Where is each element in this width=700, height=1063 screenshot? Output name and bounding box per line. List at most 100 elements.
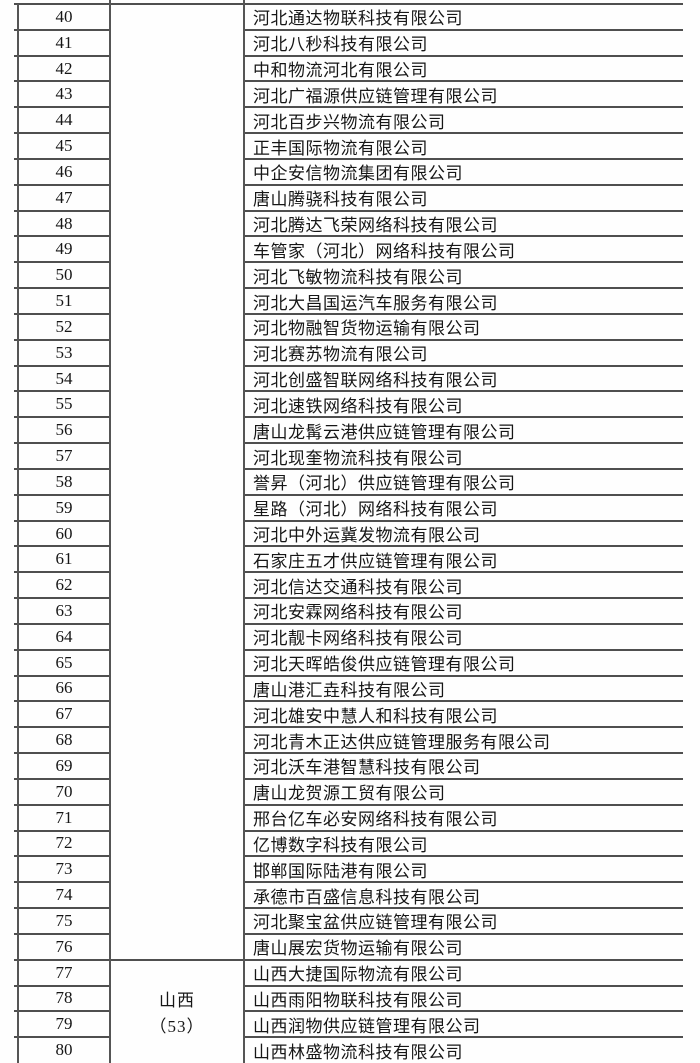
table-border-line: [243, 907, 683, 910]
table-border-line: [243, 287, 683, 290]
table-border-line: [243, 54, 683, 57]
row-number-cell: 61: [55, 549, 73, 569]
table-border-line: [17, 4, 19, 1063]
table-border-line: [243, 235, 683, 238]
table-border-line: [243, 622, 683, 625]
company-name-cell: 山西雨阳物联科技有限公司: [253, 990, 463, 1010]
company-name-cell: 河北青木正达供应链管理服务有限公司: [253, 732, 551, 752]
table-border-line: [14, 803, 110, 806]
table-border-line: [243, 390, 683, 393]
row-number-cell: 65: [55, 652, 73, 672]
table-border-line: [14, 907, 110, 910]
table-border-line: [14, 364, 110, 367]
company-name-cell: 承德市百盛信息科技有限公司: [253, 887, 481, 907]
table-border-line: [243, 674, 683, 677]
row-number-cell: 40: [55, 6, 73, 26]
row-number-cell: 50: [55, 265, 73, 285]
table-border-line: [243, 209, 683, 212]
table-border-line: [243, 648, 683, 651]
company-name-cell: 河北速铁网络科技有限公司: [253, 396, 463, 416]
row-number-cell: 46: [55, 161, 73, 181]
table-border-line: [14, 80, 110, 83]
row-number-cell: 77: [55, 962, 73, 982]
row-number-cell: 69: [55, 755, 73, 775]
table-border-line: [14, 622, 110, 625]
row-number-cell: 62: [55, 575, 73, 595]
company-name-cell: 河北天晖皓俊供应链管理有限公司: [253, 655, 516, 675]
table-border-line: [14, 183, 110, 186]
table-border-line: [14, 597, 110, 600]
table-border-line: [14, 648, 110, 651]
table-border-line: [14, 700, 110, 703]
table-border-line: [14, 674, 110, 677]
table-border-line: [14, 932, 110, 935]
table-border-line: [243, 597, 683, 600]
table-border-line: [14, 157, 110, 160]
province-cell-count: （53）: [149, 1016, 205, 1036]
table-border-line: [14, 338, 110, 341]
table-border-line: [14, 519, 110, 522]
company-name-cell: 河北中外运冀发物流有限公司: [253, 526, 481, 545]
table-border-line: [14, 54, 110, 57]
table-border-line: [243, 132, 683, 135]
row-number-cell: 52: [55, 316, 73, 336]
company-name-cell: 河北信达交通科技有限公司: [253, 577, 463, 597]
table-border-line: [14, 390, 110, 393]
table-border-line: [243, 183, 683, 186]
company-name-cell: 山西润物供应链管理有限公司: [253, 1016, 481, 1036]
table-border-line: [243, 984, 683, 987]
table-border-line: [14, 752, 110, 755]
row-number-cell: 54: [55, 368, 73, 388]
table-border-line: [14, 881, 110, 884]
company-name-cell: 誉昇（河北）供应链管理有限公司: [253, 474, 516, 494]
table-border-line: [243, 1010, 683, 1013]
company-name-cell: 唐山展宏货物运输有限公司: [253, 939, 463, 959]
company-name-cell: 正丰国际物流有限公司: [253, 138, 428, 158]
row-number-cell: 42: [55, 58, 73, 78]
row-number-cell: 76: [55, 936, 73, 956]
company-name-cell: 河北百步兴物流有限公司: [253, 112, 446, 132]
company-name-cell: 唐山龙贺源工贸有限公司: [253, 784, 446, 804]
table-border-line: [14, 3, 683, 5]
row-number-cell: 64: [55, 626, 73, 646]
table-border-line: [14, 1010, 110, 1013]
row-number-cell: 79: [55, 1014, 73, 1034]
row-number-cell: 58: [55, 471, 73, 491]
table-border-line: [243, 777, 683, 780]
table-border-line: [243, 752, 683, 755]
company-name-cell: 亿博数字科技有限公司: [253, 835, 428, 855]
table-border-line: [14, 984, 110, 987]
table-border-line: [243, 106, 683, 109]
company-name-cell: 唐山港汇垚科技有限公司: [253, 680, 446, 700]
table-border-line: [243, 467, 683, 470]
table-border-line: [243, 726, 683, 729]
table-border-line: [243, 28, 683, 31]
table-border-line: [14, 467, 110, 470]
company-name-cell: 石家庄五才供应链管理有限公司: [253, 551, 498, 571]
table-border-line: [243, 493, 683, 496]
company-name-cell: 河北大昌国运汽车服务有限公司: [253, 293, 498, 313]
company-name-cell: 河北赛苏物流有限公司: [253, 345, 428, 365]
table-border-line: [109, 0, 111, 1063]
row-number-cell: 51: [55, 291, 73, 311]
row-number-cell: 63: [55, 600, 73, 620]
table-border-line: [243, 829, 683, 832]
company-name-cell: 河北安霖网络科技有限公司: [253, 603, 463, 623]
table-border-line: [14, 106, 110, 109]
company-name-cell: 邯郸国际陆港有限公司: [253, 861, 428, 881]
row-number-cell: 73: [55, 859, 73, 879]
table-border-line: [243, 881, 683, 884]
row-number-cell: 70: [55, 781, 73, 801]
row-number-cell: 59: [55, 497, 73, 517]
table-border-line: [14, 209, 110, 212]
table-border-line: [14, 132, 110, 135]
company-name-cell: 河北物融智货物运输有限公司: [253, 319, 481, 339]
row-number-cell: 60: [55, 523, 73, 543]
table-border-line: [243, 571, 683, 574]
company-name-cell: 山西大捷国际物流有限公司: [253, 965, 463, 985]
table-border-line: [14, 312, 110, 315]
row-number-cell: 75: [55, 910, 73, 930]
company-name-cell: 车管家（河北）网络科技有限公司: [253, 241, 516, 261]
table-border-line: [14, 261, 110, 264]
row-number-cell: 53: [55, 342, 73, 362]
